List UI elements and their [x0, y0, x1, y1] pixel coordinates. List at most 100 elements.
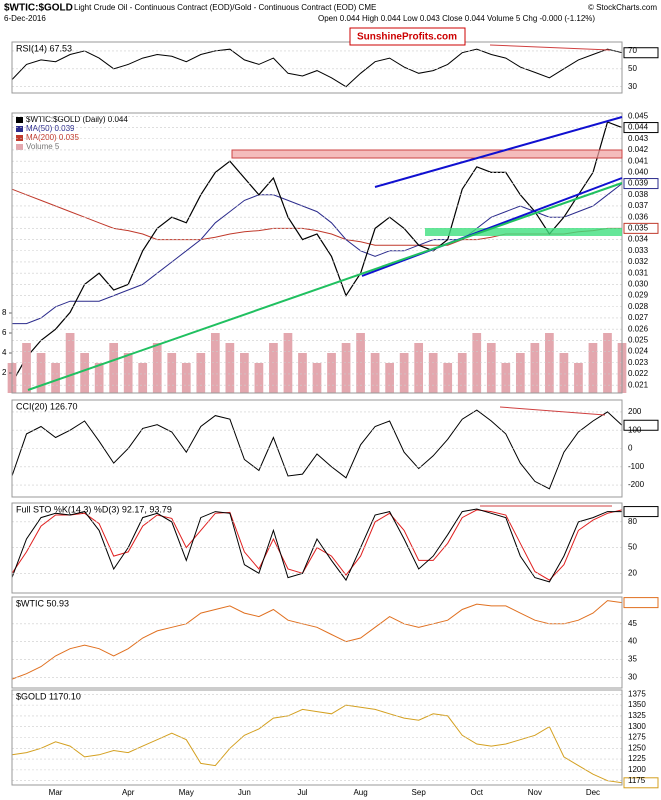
- badge-box: [623, 597, 659, 609]
- x-tick-label: Nov: [528, 788, 542, 797]
- volume-bar: [574, 363, 583, 393]
- volume-bar: [22, 343, 31, 393]
- volume-bar: [283, 333, 293, 393]
- y2-tick-label: 6: [2, 328, 7, 337]
- volume-bar: [138, 363, 148, 393]
- y2-tick-label: 8: [2, 308, 7, 317]
- y-tick-label: 0.045: [628, 111, 649, 120]
- volume-bar: [588, 343, 598, 393]
- series-line: [11, 508, 622, 583]
- y-tick-label: 0.030: [628, 279, 649, 288]
- channel-lower: [361, 177, 623, 277]
- resistance-zone: [231, 149, 623, 159]
- badge-box: [623, 506, 659, 518]
- volume-bar: [152, 343, 162, 393]
- legend-swatch: [16, 126, 23, 132]
- panel-title: $GOLD 1170.10: [16, 691, 81, 701]
- series-line: [11, 509, 623, 581]
- volume-bar: [254, 363, 264, 393]
- subtitle: Light Crude Oil - Continuous Contract (E…: [74, 3, 376, 12]
- panel-title: RSI(14) 67.53: [16, 43, 72, 53]
- volume-bar: [370, 353, 380, 393]
- volume-bar: [603, 333, 612, 393]
- volume-bar: [36, 353, 46, 393]
- y-tick-label: 0.025: [628, 335, 649, 344]
- legend-swatch: [16, 117, 23, 123]
- panel-frame: [11, 41, 623, 94]
- volume-bar: [501, 363, 511, 393]
- x-tick-label: Oct: [471, 788, 484, 797]
- y-tick-label: 70: [628, 46, 637, 55]
- y-tick-label: 45: [628, 619, 637, 628]
- y2-tick-label: 2: [2, 368, 7, 377]
- panel-title: $WTIC 50.93: [16, 598, 69, 608]
- y-tick-label: 0.034: [628, 235, 649, 244]
- x-tick-label: Aug: [353, 788, 367, 797]
- quote: Open 0.044 High 0.044 Low 0.043 Close 0.…: [318, 14, 595, 23]
- y-tick-label: 0.022: [628, 369, 649, 378]
- panel-frame: [11, 112, 623, 394]
- series-line: [11, 704, 623, 784]
- volume-bar: [428, 353, 438, 393]
- support-zone: [425, 228, 622, 236]
- annotations: [27, 44, 623, 507]
- y-tick-label: 1300: [628, 722, 646, 731]
- y-tick-label: 0.042: [628, 145, 649, 154]
- y-tick-label: 50: [628, 64, 637, 73]
- volume-bar: [269, 343, 278, 393]
- y-tick-label: 35: [628, 655, 637, 664]
- watermark-box: [349, 27, 466, 46]
- volume-bar: [240, 353, 249, 393]
- volume-bar: [123, 353, 133, 393]
- chart-title: $WTIC:$GOLD: [4, 3, 73, 14]
- badge-box: [623, 419, 659, 431]
- volume-bar: [341, 343, 351, 393]
- volume-bar: [167, 353, 177, 393]
- volume-bar: [181, 363, 191, 393]
- y-tick-label: -100: [628, 462, 645, 471]
- y-tick-label: -200: [628, 480, 645, 489]
- y-tick-label: 30: [628, 672, 637, 681]
- volume-bar: [530, 343, 540, 393]
- y-tick-label: 1175: [628, 776, 646, 785]
- panel-frame: [11, 689, 623, 786]
- y-tick-label: 50: [628, 543, 637, 552]
- watermark: SunshineProfits.com: [357, 32, 457, 43]
- volume-bar: [385, 363, 394, 393]
- badge-box: [623, 178, 659, 190]
- y-tick-label: 20: [628, 568, 637, 577]
- x-tick-label: Jun: [238, 788, 251, 797]
- channel-upper: [374, 116, 623, 188]
- y-tick-label: 1325: [628, 711, 646, 720]
- x-tick-label: Jul: [297, 788, 307, 797]
- y-tick-label: 0.032: [628, 257, 649, 266]
- legend-entry: Volume 5: [26, 142, 60, 151]
- x-tick-label: Dec: [586, 788, 600, 797]
- y-tick-label: 0.035: [628, 223, 649, 232]
- y-tick-label: 0.029: [628, 291, 649, 300]
- legend-entry: MA(50) 0.039: [26, 124, 75, 133]
- volume-bar: [559, 353, 569, 393]
- credit: © StockCharts.com: [588, 3, 657, 12]
- y-tick-label: 0.031: [628, 268, 649, 277]
- y-tick-label: 1200: [628, 765, 646, 774]
- y-tick-label: 0.041: [628, 156, 649, 165]
- badge-box: [623, 122, 659, 134]
- y-tick-label: 0.040: [628, 167, 649, 176]
- y-tick-label: 200: [628, 407, 642, 416]
- panel-title: CCI(20) 126.70: [16, 401, 78, 411]
- badge-box: [623, 777, 659, 789]
- series-line: [12, 183, 623, 325]
- series-line: [11, 600, 623, 680]
- legend-swatch: [16, 135, 23, 141]
- volume-bar: [80, 353, 89, 393]
- legend-entry: $WTIC:$GOLD (Daily) 0.044: [26, 115, 128, 124]
- series-line: [11, 48, 623, 88]
- y-tick-label: 30: [628, 82, 637, 91]
- volume-bar: [443, 363, 453, 393]
- y-tick-label: 0.023: [628, 358, 649, 367]
- badge-box: [623, 222, 659, 234]
- y-tick-label: 1350: [628, 700, 646, 709]
- badge-box: [623, 47, 659, 59]
- x-tick-label: May: [179, 788, 194, 797]
